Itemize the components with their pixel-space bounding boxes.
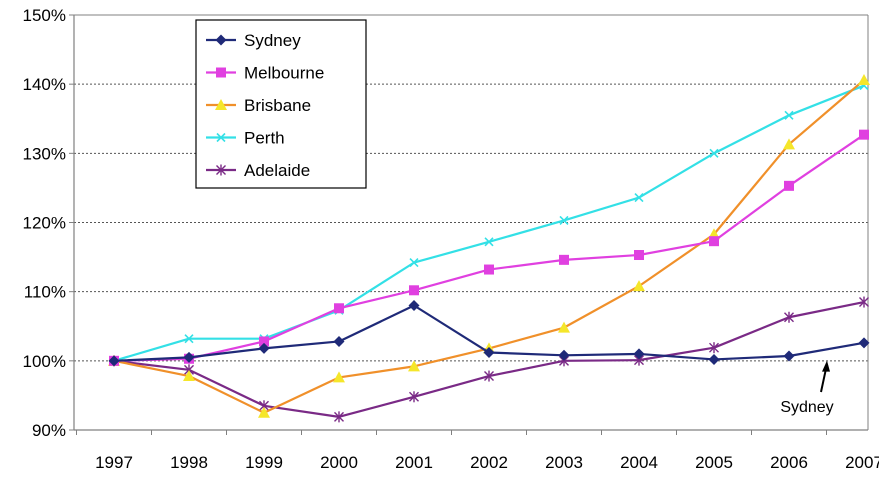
marker-stroke <box>634 193 644 203</box>
point-brisbane-2007 <box>858 74 870 86</box>
point-sydney-2004 <box>633 348 645 360</box>
point-melbourne-2006 <box>784 180 794 191</box>
point-sydney-2007 <box>858 337 870 349</box>
x-tick-label: 2001 <box>395 453 433 472</box>
legend-swatch-marker <box>216 67 226 78</box>
legend-swatch-marker <box>216 164 226 176</box>
marker-stroke <box>184 334 194 344</box>
annotation-arrowhead <box>822 360 830 372</box>
point-sydney-1998 <box>183 351 195 363</box>
x-tick-label: 1998 <box>170 453 208 472</box>
legend-swatch-marker <box>215 34 227 46</box>
point-sydney-2006 <box>783 350 795 362</box>
point-brisbane-2006 <box>783 138 795 150</box>
y-tick-label: 110% <box>24 283 66 302</box>
point-adelaide-2002 <box>484 370 494 382</box>
y-tick-label: 140% <box>23 75 66 94</box>
point-sydney-2000 <box>333 335 345 347</box>
point-adelaide-2005 <box>709 342 719 354</box>
point-perth-1998 <box>184 334 194 344</box>
legend: Sydney Melbourne Brisbane Perth Adelaide <box>195 19 367 189</box>
series-adelaide <box>109 296 869 423</box>
x-tick-label: 2004 <box>620 453 658 472</box>
point-sydney-1997 <box>108 355 120 367</box>
marker-stroke <box>216 132 226 143</box>
x-tick-label: 2006 <box>770 453 808 472</box>
legend-label: Perth <box>244 129 285 148</box>
point-adelaide-2001 <box>409 391 419 403</box>
y-tick-label: 150% <box>23 6 66 25</box>
point-melbourne-2003 <box>559 254 569 265</box>
legend-swatch-marker <box>215 99 227 110</box>
point-brisbane-1999 <box>258 406 270 418</box>
annotation-arrow-shaft <box>820 368 827 393</box>
point-perth-2005 <box>709 148 719 158</box>
point-sydney-2002 <box>483 347 495 359</box>
legend-item-perth: Perth <box>206 129 285 148</box>
x-tick-label: 1997 <box>95 453 133 472</box>
marker-stroke <box>709 148 719 158</box>
point-melbourne-2004 <box>634 250 644 261</box>
gridlines <box>74 14 868 362</box>
x-tick-label: 2003 <box>545 453 583 472</box>
y-tick-label: 90% <box>32 421 66 440</box>
x-axis-ticks: 1997 1998 1999 2000 2001 2002 2003 2004 2005 2006… <box>76 430 879 472</box>
point-perth-2004 <box>634 193 644 203</box>
point-perth-2006 <box>784 110 794 120</box>
y-tick-label: 100% <box>23 352 66 371</box>
point-brisbane-2001 <box>408 360 420 372</box>
legend-item-sydney: Sydney <box>206 31 301 50</box>
marker-stroke <box>784 110 794 120</box>
point-adelaide-2006 <box>784 311 794 323</box>
y-tick-label: 120% <box>23 214 66 233</box>
y-axis-ticks: 90% 100% 110% 120% 130% 140% 150% <box>23 6 74 440</box>
point-melbourne-1999 <box>259 336 269 347</box>
x-tick-label: 1999 <box>245 453 283 472</box>
x-tick-label: 2002 <box>470 453 508 472</box>
marker-stroke <box>409 258 419 268</box>
legend-label: Sydney <box>244 31 301 50</box>
point-sydney-2001 <box>408 300 420 311</box>
annotation-label: Sydney <box>780 399 833 416</box>
x-tick-label: 2007 <box>845 453 879 472</box>
point-melbourne-2007 <box>859 129 869 140</box>
x-tick-label: 2000 <box>320 453 358 472</box>
point-sydney-2003 <box>558 349 570 361</box>
series-group <box>108 74 870 423</box>
point-melbourne-2002 <box>484 264 494 275</box>
annotation-group: Sydney <box>780 360 834 416</box>
legend-item-brisbane: Brisbane <box>206 96 311 115</box>
point-brisbane-2004 <box>633 280 645 292</box>
y-tick-label: 130% <box>23 144 66 163</box>
point-sydney-1999 <box>258 342 270 354</box>
point-brisbane-2000 <box>333 371 345 383</box>
point-melbourne-2000 <box>334 303 344 314</box>
point-adelaide-2007 <box>859 296 869 308</box>
marker-stroke <box>559 215 569 225</box>
point-adelaide-2000 <box>334 411 344 423</box>
legend-label: Brisbane <box>244 96 311 115</box>
point-melbourne-2005 <box>709 236 719 247</box>
point-brisbane-1998 <box>183 370 195 382</box>
point-perth-2001 <box>409 258 419 268</box>
series-line-adelaide <box>113 300 865 418</box>
point-sydney-2005 <box>708 353 720 365</box>
legend-label: Melbourne <box>244 64 324 83</box>
marker-stroke <box>484 237 494 247</box>
legend-item-adelaide: Adelaide <box>206 161 310 180</box>
point-melbourne-2001 <box>409 285 419 296</box>
legend-label: Adelaide <box>244 161 310 180</box>
point-brisbane-2003 <box>558 321 570 333</box>
point-perth-2002 <box>484 237 494 247</box>
legend-item-melbourne: Melbourne <box>206 64 324 83</box>
x-tick-label: 2005 <box>695 453 733 472</box>
series-sydney <box>108 300 870 367</box>
legend-swatch-marker <box>216 132 226 143</box>
point-perth-2003 <box>559 215 569 225</box>
